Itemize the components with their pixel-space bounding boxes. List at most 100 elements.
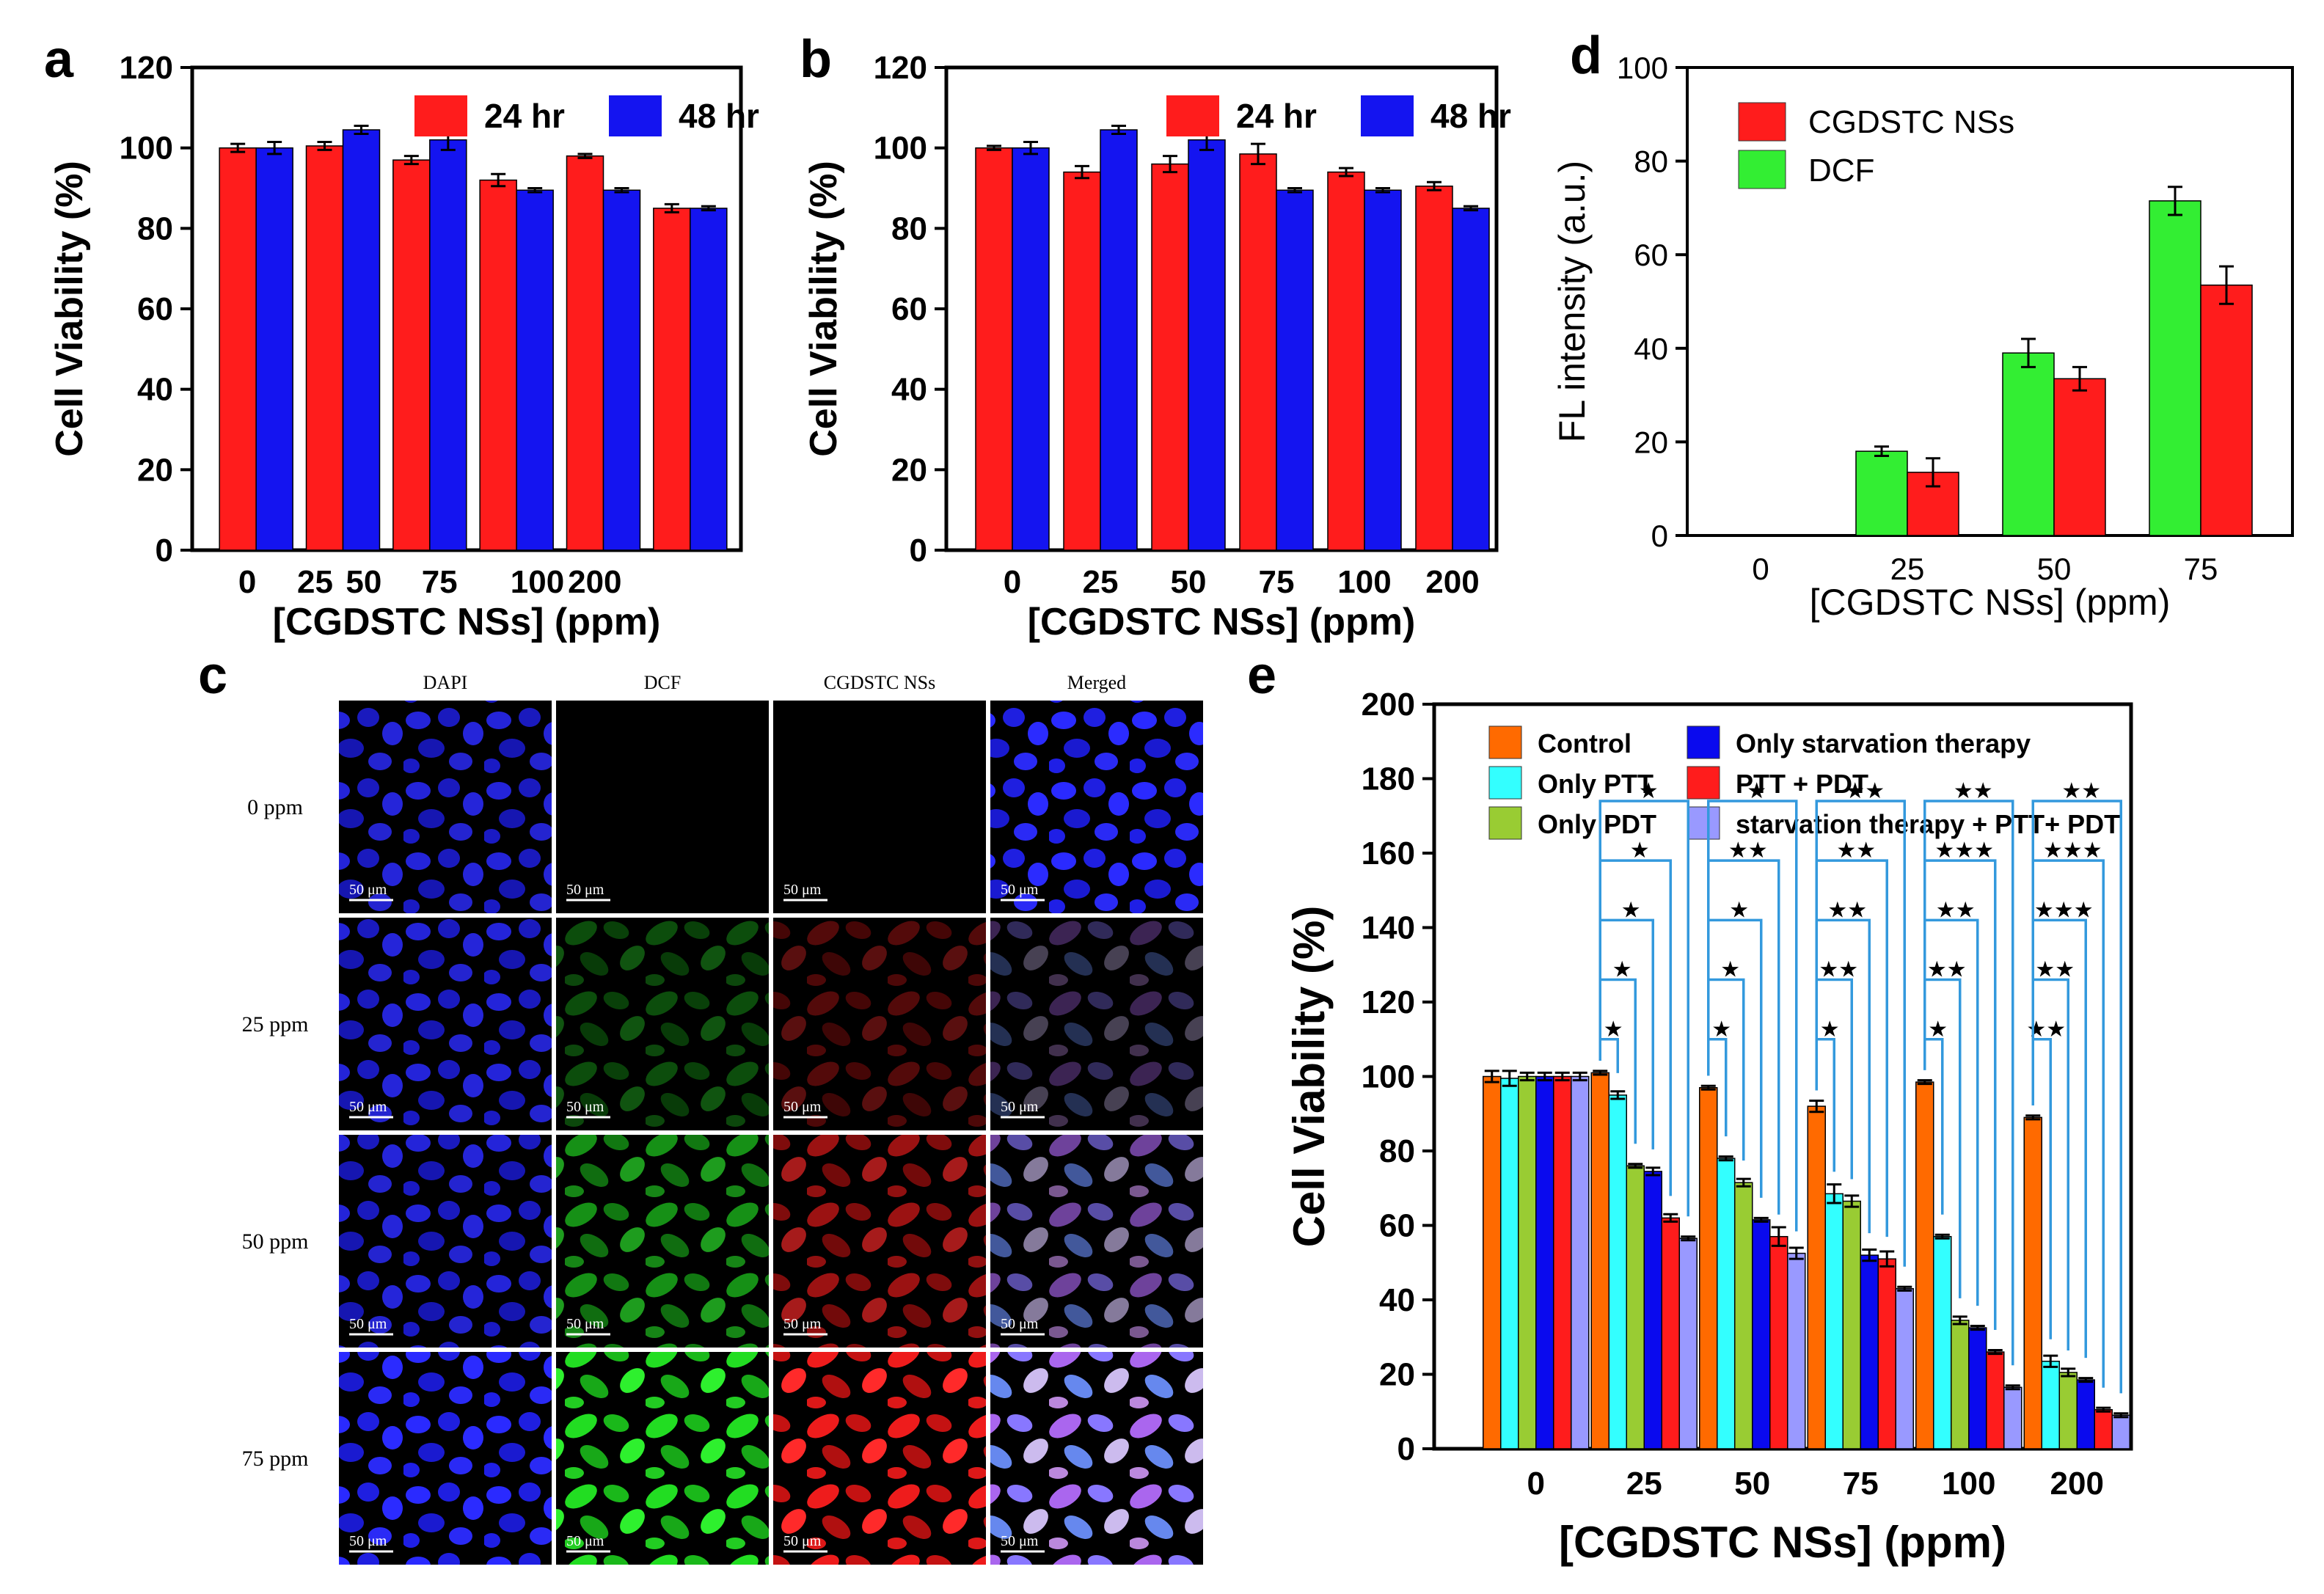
concentration-label: 25 ppm	[242, 1012, 309, 1037]
bar	[653, 208, 691, 551]
bar	[2053, 378, 2106, 536]
significance-stars: ★	[1604, 1017, 1623, 1042]
chart-b: 0 20 40 60 80 100 120 0 25 50 75 100 200[CGDSTC NSs]…	[803, 50, 1511, 643]
y-tick-label: 100	[120, 131, 173, 167]
y-tick-label: 60	[1379, 1208, 1415, 1244]
micrograph-cells	[990, 918, 1203, 1130]
x-tick-label: 75	[1843, 1466, 1879, 1502]
bar	[1824, 1193, 1844, 1449]
legend-swatch	[1488, 725, 1522, 759]
scale-bar-label: 50 μm	[1001, 1316, 1039, 1332]
scale-bar-label: 50 μm	[566, 1099, 604, 1115]
y-tick-label: 20	[891, 452, 927, 488]
legend-label: Only PTT	[1538, 769, 1654, 799]
legend-swatch-24hr	[414, 95, 467, 136]
y-tick-label: 120	[1362, 984, 1415, 1020]
bar	[1012, 147, 1050, 551]
bar	[2002, 352, 2055, 536]
micrograph-cells	[556, 918, 769, 1130]
legend-swatch-dcf	[1738, 150, 1786, 189]
legend-swatch	[1488, 766, 1522, 800]
bar	[2003, 1386, 2022, 1449]
bar	[1986, 1351, 2005, 1449]
bar	[1571, 1075, 1590, 1449]
micrograph-cells	[339, 701, 552, 913]
significance-stars: ★	[1711, 1017, 1731, 1042]
scale-bar-label: 50 μm	[783, 882, 822, 898]
significance-stars: ★★★	[2043, 838, 2102, 863]
x-tick-label: 100	[511, 564, 564, 600]
bar	[1842, 1200, 1861, 1449]
significance-stars: ★★	[1927, 958, 1967, 982]
x-axis-title: [CGDSTC NSs] (ppm)	[1559, 1518, 2006, 1567]
bar	[1855, 450, 1908, 536]
bar	[1483, 1075, 1502, 1449]
significance-stars: ★	[1729, 898, 1749, 922]
x-tick-label: 25	[1626, 1466, 1662, 1502]
x-tick-label: 25	[1083, 564, 1119, 600]
chart-d: 0 20 40 60 80 100 0 25 50 75 [CGDSTC NSs] (ppm) FL …	[1552, 51, 2294, 623]
y-tick-label: 20	[1634, 425, 1668, 459]
bar	[2149, 200, 2201, 536]
legend-label: starvation therapy + PTT+ PDT	[1736, 809, 2120, 839]
significance-bracket	[1598, 1038, 1619, 1073]
significance-stars: ★	[1928, 1017, 1948, 1042]
x-tick-label: 25	[297, 564, 333, 600]
y-tick-label: 120	[874, 50, 927, 86]
bar	[1915, 1081, 1934, 1449]
bar	[1643, 1171, 1662, 1449]
y-tick-label: 80	[1634, 145, 1668, 179]
x-tick-label: 75	[1259, 564, 1295, 600]
x-tick-label: 200	[568, 564, 621, 600]
y-tick-label: 200	[1362, 687, 1415, 723]
panel-letter-e: e	[1247, 646, 1276, 705]
bar	[1752, 1219, 1771, 1449]
y-tick-label: 0	[1397, 1431, 1415, 1467]
x-tick-label: 0	[238, 564, 256, 600]
bar	[1734, 1182, 1753, 1449]
significance-stars: ★★★	[1934, 838, 1994, 863]
bar	[2200, 284, 2253, 536]
y-tick-label: 40	[1379, 1282, 1415, 1318]
bar	[1327, 171, 1365, 551]
bar	[1787, 1252, 1806, 1449]
bar	[1877, 1258, 1896, 1449]
bar	[2023, 1116, 2042, 1449]
significance-stars: ★	[1639, 779, 1659, 803]
y-tick-label: 40	[1634, 332, 1668, 366]
legend-swatch	[1687, 806, 1720, 840]
y-tick-label: 40	[891, 372, 927, 408]
y-tick-label: 0	[156, 533, 173, 568]
x-tick-label: 0	[1004, 564, 1021, 600]
significance-stars: ★★	[1819, 958, 1858, 982]
concentration-label: 0 ppm	[247, 795, 303, 819]
bar	[1276, 189, 1314, 551]
significance-stars: ★	[1630, 838, 1650, 863]
bar	[1590, 1072, 1609, 1449]
micrograph-cells	[339, 1352, 552, 1565]
y-tick-label: 20	[137, 452, 173, 488]
micrograph-background	[556, 701, 769, 913]
significance-bracket	[2031, 800, 2122, 1394]
bar	[1807, 1105, 1826, 1449]
scale-bar-label: 50 μm	[349, 1316, 387, 1332]
y-tick-label: 80	[1379, 1133, 1415, 1169]
significance-stars: ★★	[2035, 958, 2075, 982]
micrograph-cells	[990, 1352, 1203, 1565]
plot-frame	[1686, 66, 2294, 537]
micrograph-cells	[339, 918, 552, 1130]
bar	[219, 147, 257, 551]
legend-label: Only PDT	[1538, 809, 1656, 839]
significance-stars: ★	[1747, 779, 1766, 803]
scale-bar-label: 50 μm	[566, 1533, 604, 1549]
chart-e: 0 20 40 60 80 100 120 140 160 180 200 0 25 50 75 100 200…	[1285, 687, 2133, 1567]
scale-bar-label: 50 μm	[566, 882, 604, 898]
y-tick-label: 120	[120, 50, 173, 86]
legend-label-48hr: 48 hr	[1430, 97, 1511, 135]
scale-bar-label: 50 μm	[1001, 882, 1039, 898]
x-tick-label: 75	[2184, 552, 2218, 586]
bar	[602, 189, 641, 551]
bar	[1717, 1158, 1736, 1449]
bar	[305, 145, 344, 551]
significance-bracket	[1923, 800, 2014, 1366]
